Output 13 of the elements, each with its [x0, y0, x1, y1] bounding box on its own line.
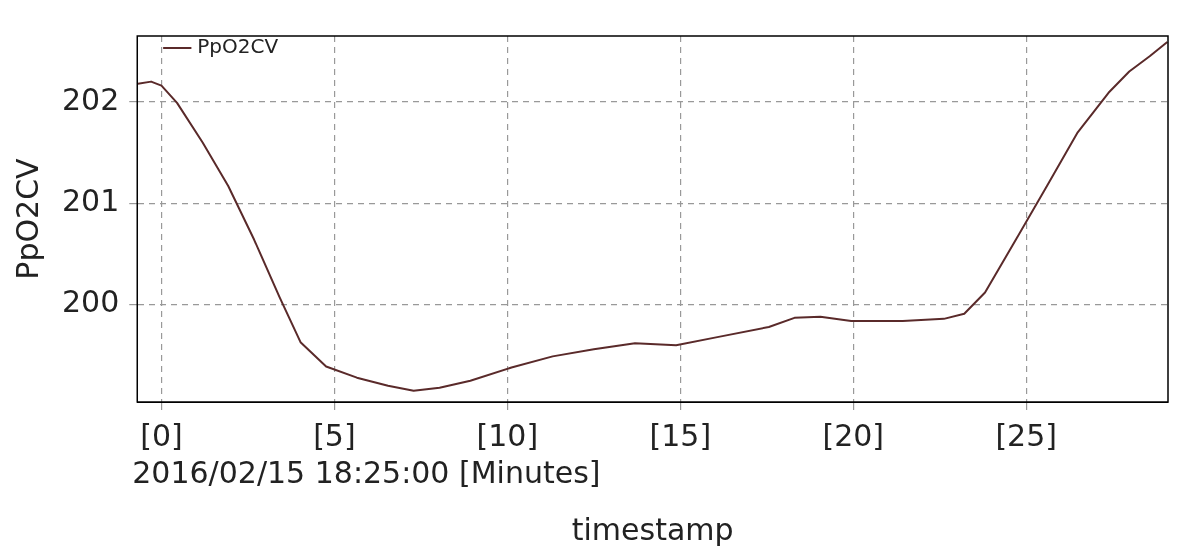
x-tick-label: [5]: [313, 417, 356, 453]
y-axis-title: PpO2CV: [9, 157, 45, 280]
x-tick-label: [15]: [649, 417, 712, 453]
y-tick-label: 202: [62, 81, 120, 117]
legend-label: PpO2CV: [197, 34, 279, 59]
y-tick-label: 201: [62, 183, 120, 219]
text: 2016/02/15 18:25:00 [Minutes]: [132, 454, 601, 490]
x-tick-label: [0]: [140, 417, 183, 453]
x-tick-label: [25]: [995, 417, 1057, 453]
y-tick-label: 200: [62, 284, 120, 320]
x-tick-label: [10]: [476, 417, 539, 453]
x-tick-label: [20]: [822, 417, 885, 453]
x-axis-title: timestamp: [571, 511, 734, 547]
